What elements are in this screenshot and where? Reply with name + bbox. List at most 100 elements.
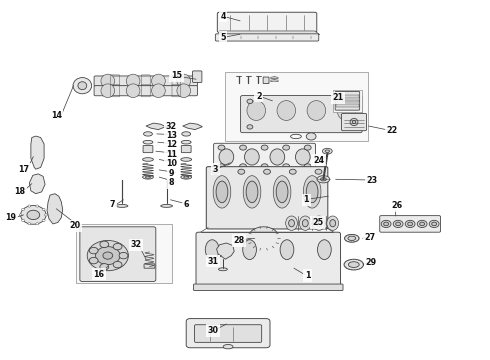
Text: 3: 3 [213, 165, 219, 174]
Circle shape [289, 169, 296, 174]
Circle shape [113, 261, 122, 268]
Text: 9: 9 [169, 169, 174, 178]
Ellipse shape [101, 74, 115, 88]
Ellipse shape [317, 176, 330, 183]
Ellipse shape [295, 149, 310, 165]
Ellipse shape [143, 158, 153, 161]
Text: 32: 32 [131, 240, 142, 249]
Text: 27: 27 [365, 233, 375, 242]
Ellipse shape [327, 216, 339, 230]
Bar [336, 100, 359, 102]
Ellipse shape [161, 204, 172, 207]
Circle shape [417, 220, 427, 228]
FancyBboxPatch shape [193, 71, 202, 82]
Bar [76, 224, 172, 283]
Circle shape [261, 145, 268, 150]
Ellipse shape [223, 345, 233, 349]
Ellipse shape [348, 262, 359, 267]
Circle shape [419, 222, 424, 226]
Text: 20: 20 [69, 221, 80, 230]
FancyBboxPatch shape [94, 86, 197, 96]
Circle shape [304, 145, 311, 150]
FancyBboxPatch shape [196, 232, 341, 288]
Text: 21: 21 [333, 94, 343, 103]
Ellipse shape [181, 140, 191, 144]
Circle shape [96, 247, 120, 265]
Ellipse shape [247, 100, 266, 120]
Ellipse shape [146, 176, 150, 178]
Ellipse shape [276, 181, 288, 203]
Ellipse shape [330, 220, 336, 227]
Circle shape [42, 208, 45, 211]
Circle shape [45, 214, 48, 216]
Ellipse shape [303, 176, 321, 208]
Text: 29: 29 [366, 258, 377, 267]
Polygon shape [220, 31, 320, 35]
Ellipse shape [316, 220, 322, 227]
Ellipse shape [270, 149, 285, 165]
Circle shape [393, 220, 403, 228]
Circle shape [247, 99, 253, 104]
FancyBboxPatch shape [216, 34, 319, 41]
FancyBboxPatch shape [380, 216, 441, 232]
Text: 1: 1 [305, 271, 311, 280]
Text: 18: 18 [14, 187, 25, 196]
Text: 26: 26 [392, 202, 402, 210]
Circle shape [429, 220, 439, 228]
Ellipse shape [318, 240, 331, 260]
Circle shape [22, 219, 24, 221]
Ellipse shape [299, 216, 311, 230]
FancyBboxPatch shape [194, 284, 343, 291]
Ellipse shape [116, 204, 128, 207]
Circle shape [42, 219, 45, 221]
Ellipse shape [182, 132, 191, 136]
Text: 32: 32 [166, 122, 177, 131]
Text: 24: 24 [313, 156, 324, 165]
Ellipse shape [286, 216, 297, 230]
Text: 28: 28 [234, 236, 245, 245]
Text: 13: 13 [166, 131, 177, 140]
Circle shape [283, 164, 290, 169]
Ellipse shape [289, 220, 294, 227]
FancyBboxPatch shape [241, 96, 362, 133]
Ellipse shape [352, 120, 356, 124]
Text: 14: 14 [51, 111, 62, 120]
Ellipse shape [348, 236, 356, 240]
Ellipse shape [280, 240, 294, 260]
Ellipse shape [181, 175, 192, 179]
Ellipse shape [273, 176, 291, 208]
Circle shape [100, 264, 109, 270]
Text: 4: 4 [220, 12, 226, 21]
Circle shape [28, 205, 31, 207]
Ellipse shape [307, 100, 326, 120]
Circle shape [212, 169, 219, 174]
Circle shape [283, 145, 290, 150]
Ellipse shape [350, 118, 358, 126]
Bar [225, 72, 368, 141]
Circle shape [304, 164, 311, 169]
Ellipse shape [302, 220, 308, 227]
Polygon shape [217, 243, 234, 259]
Circle shape [238, 169, 245, 174]
Circle shape [28, 223, 31, 225]
Circle shape [113, 243, 122, 250]
Ellipse shape [73, 78, 92, 94]
Circle shape [315, 169, 322, 174]
Ellipse shape [313, 216, 325, 230]
Text: 1: 1 [303, 195, 309, 204]
Circle shape [247, 125, 253, 129]
FancyBboxPatch shape [218, 12, 317, 32]
Circle shape [432, 222, 437, 226]
FancyBboxPatch shape [214, 143, 316, 171]
FancyBboxPatch shape [144, 264, 155, 268]
FancyBboxPatch shape [94, 76, 197, 86]
Ellipse shape [177, 84, 191, 98]
Circle shape [396, 222, 401, 226]
Polygon shape [146, 123, 166, 130]
Ellipse shape [184, 176, 189, 178]
Ellipse shape [243, 240, 256, 260]
Circle shape [381, 220, 391, 228]
Circle shape [218, 145, 225, 150]
Circle shape [27, 210, 40, 220]
Text: 5: 5 [220, 33, 226, 42]
